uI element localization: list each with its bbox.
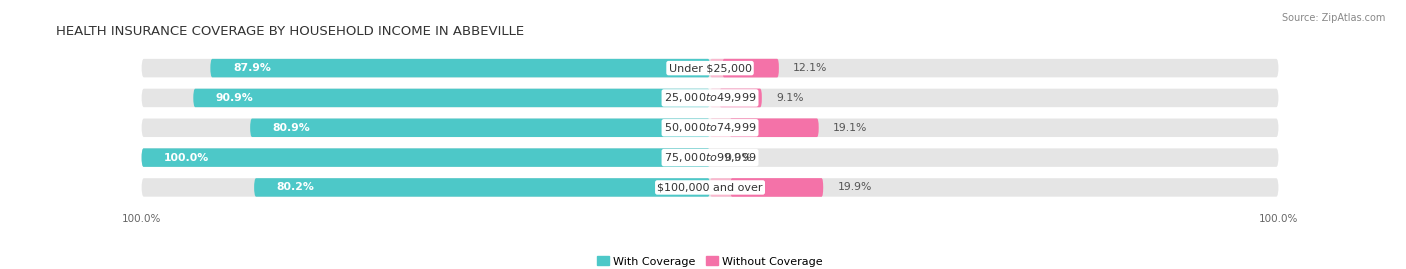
Text: $25,000 to $49,999: $25,000 to $49,999	[664, 91, 756, 104]
Text: 100.0%: 100.0%	[165, 153, 209, 162]
FancyBboxPatch shape	[710, 89, 762, 107]
Text: Source: ZipAtlas.com: Source: ZipAtlas.com	[1281, 13, 1385, 23]
FancyBboxPatch shape	[211, 59, 710, 77]
FancyBboxPatch shape	[730, 178, 823, 197]
Text: Under $25,000: Under $25,000	[668, 63, 752, 73]
Text: 19.1%: 19.1%	[832, 123, 868, 133]
Text: 0.0%: 0.0%	[724, 153, 752, 162]
Legend: With Coverage, Without Coverage: With Coverage, Without Coverage	[598, 256, 823, 267]
FancyBboxPatch shape	[142, 148, 710, 167]
Text: HEALTH INSURANCE COVERAGE BY HOUSEHOLD INCOME IN ABBEVILLE: HEALTH INSURANCE COVERAGE BY HOUSEHOLD I…	[56, 25, 524, 38]
FancyBboxPatch shape	[142, 59, 1278, 77]
FancyBboxPatch shape	[710, 178, 823, 197]
FancyBboxPatch shape	[254, 178, 710, 197]
Text: 19.9%: 19.9%	[838, 182, 872, 192]
Text: 9.1%: 9.1%	[776, 93, 803, 103]
Text: 80.2%: 80.2%	[277, 182, 315, 192]
Text: 12.1%: 12.1%	[793, 63, 827, 73]
FancyBboxPatch shape	[142, 89, 1278, 107]
Text: $100,000 and over: $100,000 and over	[657, 182, 763, 192]
Text: 87.9%: 87.9%	[233, 63, 271, 73]
Text: $75,000 to $99,999: $75,000 to $99,999	[664, 151, 756, 164]
FancyBboxPatch shape	[730, 119, 818, 137]
FancyBboxPatch shape	[142, 119, 1278, 137]
Text: 80.9%: 80.9%	[273, 123, 311, 133]
FancyBboxPatch shape	[710, 119, 818, 137]
FancyBboxPatch shape	[193, 89, 710, 107]
FancyBboxPatch shape	[142, 148, 1278, 167]
FancyBboxPatch shape	[142, 178, 1278, 197]
Text: $50,000 to $74,999: $50,000 to $74,999	[664, 121, 756, 134]
Text: 90.9%: 90.9%	[217, 93, 253, 103]
FancyBboxPatch shape	[710, 59, 779, 77]
FancyBboxPatch shape	[720, 89, 762, 107]
FancyBboxPatch shape	[723, 59, 779, 77]
FancyBboxPatch shape	[250, 119, 710, 137]
